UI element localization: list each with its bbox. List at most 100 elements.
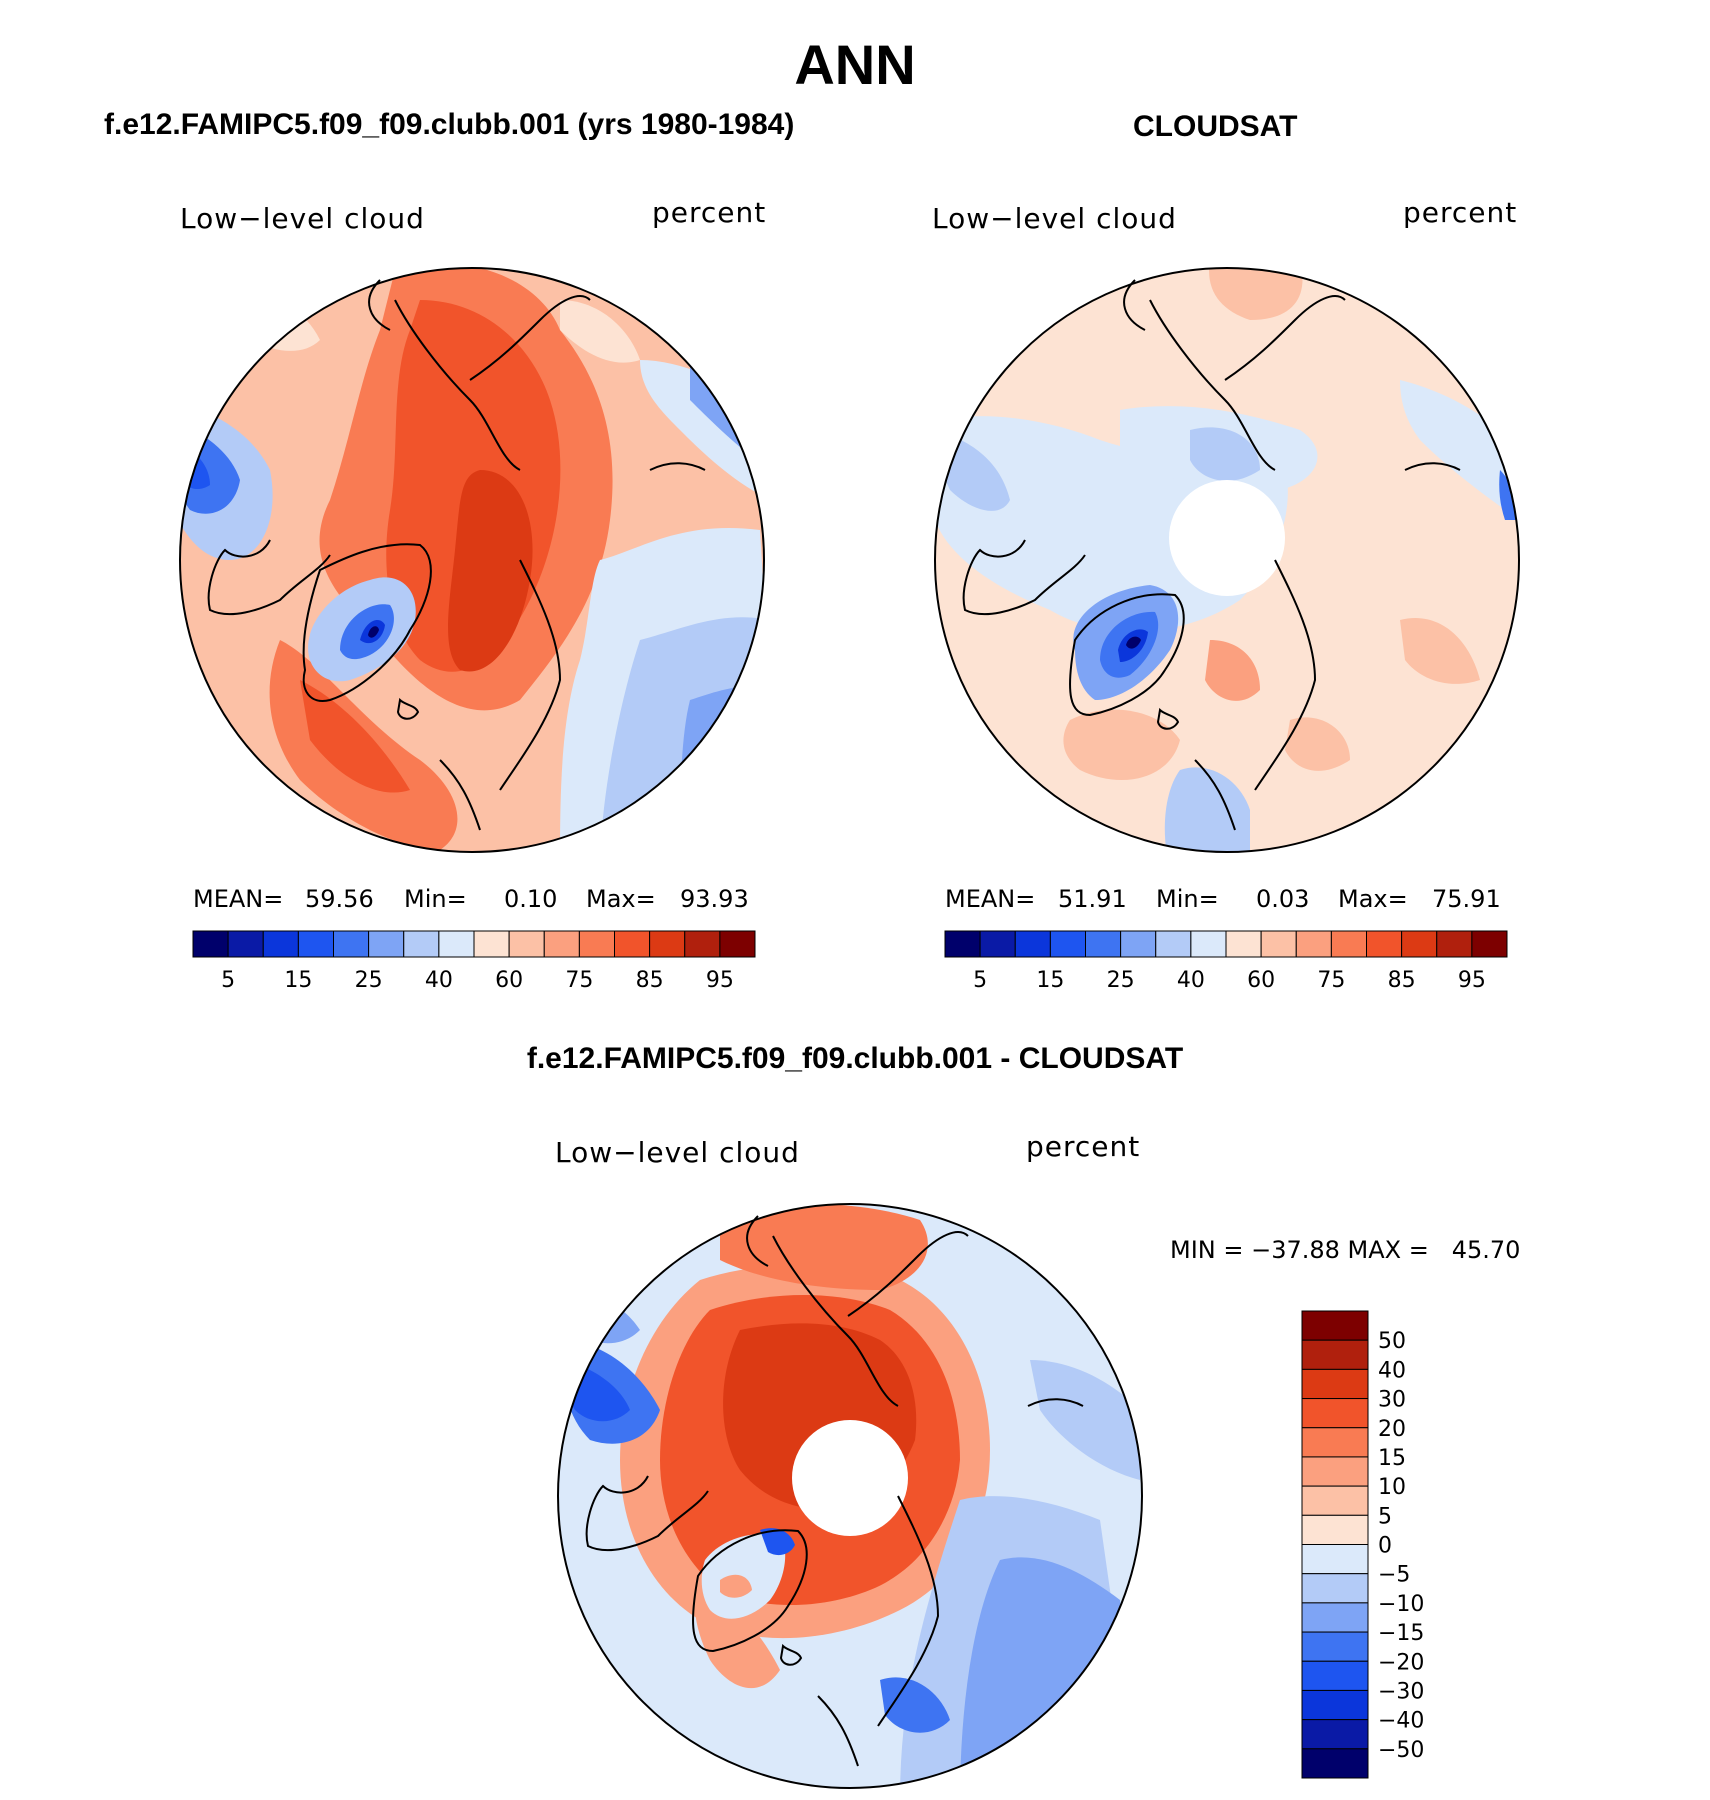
obs-colorbar-swatch: [1436, 930, 1473, 958]
diff-colorbar-swatch: [1301, 1368, 1369, 1400]
model-colorbar-tick-label: 75: [565, 968, 593, 993]
diff-colorbar-tick-label: −15: [1378, 1621, 1424, 1646]
obs-colorbar-swatch: [944, 930, 981, 958]
obs-colorbar-swatch: [1190, 930, 1227, 958]
obs-missing-pole: [1169, 480, 1285, 596]
model-colorbar-swatch: [297, 930, 334, 958]
diff-colorbar-swatch: [1301, 1427, 1369, 1458]
diff-colorbar-swatch: [1301, 1544, 1369, 1575]
diff-colorbar-tick-label: 20: [1378, 1417, 1406, 1442]
diff-colorbar-swatch: [1301, 1631, 1369, 1662]
model-colorbar-swatch: [368, 930, 405, 958]
obs-min-value: 0.03: [1256, 885, 1310, 913]
obs-variable-label: Low−level cloud: [932, 202, 1177, 235]
model-colorbar-swatch: [227, 930, 264, 958]
obs-mean-label: MEAN=: [945, 885, 1036, 913]
model-colorbar-swatch: [649, 930, 686, 958]
obs-colorbar-tick-label: 95: [1458, 968, 1486, 993]
model-colorbar-swatch: [438, 930, 475, 958]
diff-colorbar-tick-label: 50: [1378, 1329, 1406, 1354]
obs-colorbar-swatch: [1260, 930, 1297, 958]
obs-colorbar-tick-label: 15: [1036, 968, 1064, 993]
model-colorbar-swatch: [192, 930, 229, 958]
model-min-label: Min=: [404, 885, 467, 913]
model-variable-label: Low−level cloud: [180, 202, 425, 235]
model-max-label: Max=: [586, 885, 656, 913]
obs-colorbar-swatch: [1049, 930, 1086, 958]
diff-colorbar-swatch: [1301, 1456, 1369, 1487]
model-colorbar: 5 15 25 40 60 75 85 95: [192, 930, 756, 993]
diff-colorbar-tick-label: −20: [1378, 1650, 1424, 1675]
model-colorbar-tick-label: 15: [284, 968, 312, 993]
obs-colorbar-swatch: [1225, 930, 1262, 958]
obs-min-label: Min=: [1156, 885, 1219, 913]
diff-colorbar-tick-label: −50: [1378, 1738, 1424, 1763]
model-colorbar-tick-label: 85: [636, 968, 664, 993]
obs-max-value: 75.91: [1432, 885, 1501, 913]
diff-colorbar-swatch: [1301, 1339, 1369, 1370]
diff-colorbar-swatch: [1301, 1602, 1369, 1633]
diff-colorbar-swatch: [1301, 1398, 1369, 1429]
diff-colorbar-swatch: [1301, 1660, 1369, 1691]
model-colorbar-tick-label: 5: [221, 968, 235, 993]
obs-colorbar-tick-label: 5: [973, 968, 987, 993]
obs-colorbar-swatch: [1295, 930, 1332, 958]
obs-colorbar-tick-label: 85: [1388, 968, 1416, 993]
diff-minmax: MIN = −37.88 MAX = 45.70: [1170, 1236, 1521, 1264]
model-colorbar-tick-label: 60: [495, 968, 523, 993]
diff-colorbar-tick-label: 5: [1378, 1504, 1392, 1529]
diff-colorbar-tick-label: −30: [1378, 1679, 1424, 1704]
model-map: [180, 268, 764, 852]
obs-colorbar-tick-label: 60: [1247, 968, 1275, 993]
diff-colorbar-swatch: [1301, 1310, 1369, 1341]
obs-colorbar-swatch: [979, 930, 1016, 958]
diff-colorbar-tick-label: −40: [1378, 1709, 1424, 1734]
model-colorbar-swatch: [614, 930, 651, 958]
model-colorbar-swatch: [262, 930, 299, 958]
diff-colorbar-swatch: [1301, 1748, 1369, 1779]
obs-colorbar-swatch: [1085, 930, 1122, 958]
obs-colorbar-swatch: [1120, 930, 1157, 958]
obs-colorbar-swatch: [1014, 930, 1051, 958]
model-colorbar-tick-label: 25: [355, 968, 383, 993]
model-colorbar-swatch: [543, 930, 580, 958]
obs-colorbar-swatch: [1366, 930, 1403, 958]
obs-colorbar-tick-label: 75: [1317, 968, 1345, 993]
diff-colorbar-tick-label: 0: [1378, 1534, 1392, 1559]
diff-colorbar-tick-label: −5: [1378, 1563, 1410, 1588]
obs-panel-title: CLOUDSAT: [1133, 110, 1298, 143]
model-colorbar-swatch: [719, 930, 756, 958]
obs-colorbar-swatch: [1401, 930, 1438, 958]
model-max-value: 93.93: [680, 885, 749, 913]
obs-colorbar: 5 15 25 40 60 75 85 95: [944, 930, 1508, 993]
diff-coastlines: [585, 1215, 1084, 1767]
obs-max-label: Max=: [1338, 885, 1408, 913]
diff-colorbar-tick-label: 30: [1378, 1388, 1406, 1413]
obs-mean-value: 51.91: [1058, 885, 1127, 913]
obs-colorbar-swatch: [1155, 930, 1192, 958]
model-colorbar-tick-label: 95: [706, 968, 734, 993]
diff-colorbar-swatch: [1301, 1485, 1369, 1516]
diff-variable-label: Low−level cloud: [555, 1136, 800, 1169]
model-colorbar-swatch: [508, 930, 545, 958]
model-mean-label: MEAN=: [193, 885, 284, 913]
diff-colorbar-tick-label: 10: [1378, 1475, 1406, 1500]
diff-colorbar-swatch: [1301, 1719, 1369, 1750]
model-coastlines: [207, 279, 706, 831]
diff-colorbar-tick-label: −10: [1378, 1592, 1424, 1617]
diff-panel-title: f.e12.FAMIPC5.f09_f09.clubb.001 - CLOUDS…: [526, 1042, 1184, 1075]
diff-colorbar-swatch: [1301, 1689, 1369, 1721]
obs-colorbar-tick-label: 25: [1107, 968, 1135, 993]
model-colorbar-swatch: [473, 930, 510, 958]
obs-coastlines: [962, 279, 1461, 831]
model-colorbar-swatch: [684, 930, 721, 958]
model-units-label: percent: [652, 196, 767, 229]
obs-colorbar-swatch: [1330, 930, 1367, 958]
diff-units-label: percent: [1026, 1130, 1141, 1163]
main-title: ANN: [794, 33, 916, 96]
diff-missing-pole: [792, 1420, 908, 1536]
obs-units-label: percent: [1403, 196, 1518, 229]
model-mean-value: 59.56: [305, 885, 374, 913]
